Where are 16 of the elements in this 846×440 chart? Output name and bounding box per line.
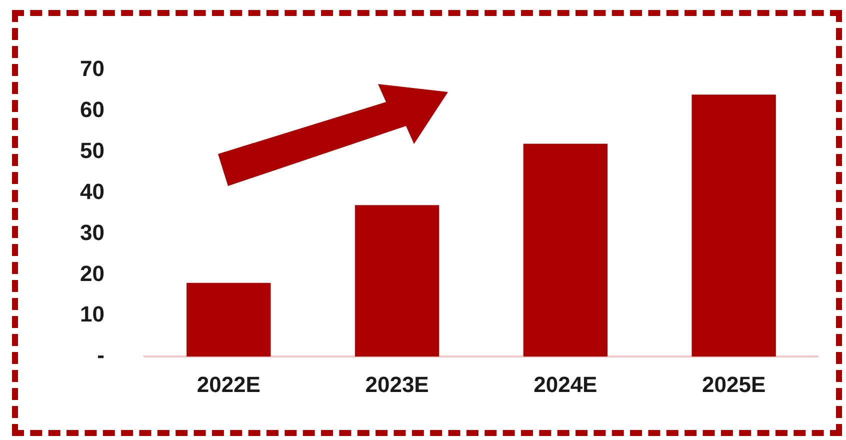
- y-tick-label: -: [97, 342, 104, 368]
- x-tick-label: 2025E: [702, 372, 766, 397]
- bar: [523, 144, 608, 357]
- y-tick-label: 70: [80, 56, 104, 82]
- x-tick-label: 2023E: [365, 372, 429, 397]
- y-tick-label: 40: [80, 178, 104, 204]
- y-tick-label: 30: [80, 220, 104, 245]
- bar: [354, 205, 440, 357]
- bar: [692, 94, 776, 357]
- bar: [186, 282, 271, 357]
- y-tick-label: 10: [80, 302, 104, 327]
- y-tick-label: 20: [80, 260, 104, 286]
- x-tick-label: 2024E: [534, 372, 598, 397]
- y-tick-label: 60: [80, 97, 104, 122]
- x-tick-label: 2022E: [196, 372, 260, 397]
- y-tick-label: 50: [80, 138, 104, 163]
